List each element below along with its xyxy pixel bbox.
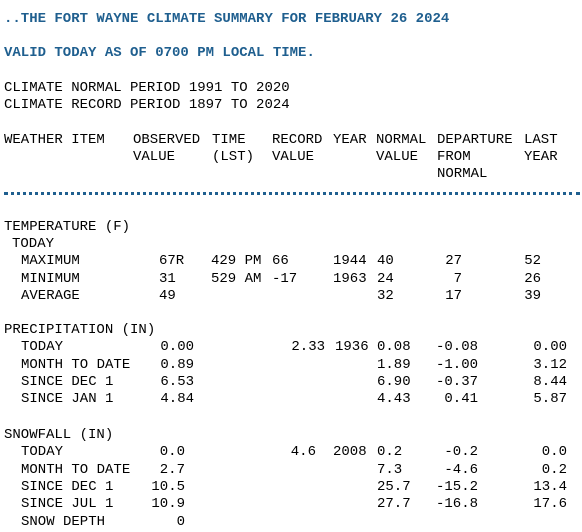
column-header: YEAR: [333, 132, 367, 148]
observed-value: 6.53: [160, 373, 194, 390]
column-header: VALUE: [376, 149, 419, 165]
column-header: RECORD: [272, 132, 323, 148]
column-header: VALUE: [272, 149, 315, 165]
record-value: -17: [272, 270, 298, 287]
normal-value: 25.7: [377, 478, 411, 495]
record-value: 66: [272, 253, 289, 270]
departure-value: 17: [445, 287, 462, 304]
observed-value: 0: [176, 513, 185, 530]
last-value: 17.6: [533, 496, 567, 513]
column-header: LAST: [524, 132, 558, 148]
weather-item: MAXIMUM: [21, 253, 80, 270]
weather-item: SINCE JUL 1: [21, 496, 114, 513]
last-value: 0.2: [541, 461, 567, 478]
record-value: 2.33: [291, 339, 325, 356]
normal-value: 0.08: [377, 339, 411, 356]
normal-value: 24: [377, 270, 394, 287]
last-value: 39: [524, 287, 541, 304]
column-header: TIME: [212, 132, 246, 148]
time-value: 529 AM: [211, 270, 262, 287]
normal-value: 0.2: [377, 444, 403, 461]
weather-item: SNOW DEPTH: [21, 513, 106, 530]
column-header: NORMAL: [437, 166, 488, 182]
year-value: 1944: [333, 253, 367, 270]
last-value: 13.4: [533, 478, 567, 495]
departure-value: 0.41: [444, 391, 478, 408]
last-value: 52: [524, 253, 541, 270]
column-header: FROM: [437, 149, 471, 165]
observed-value: 10.5: [151, 478, 185, 495]
weather-item: TODAY: [21, 444, 64, 461]
last-value: 0.0: [541, 444, 567, 461]
column-header: (LST): [212, 149, 255, 165]
observed-value: 4.84: [160, 391, 194, 408]
period-line: CLIMATE NORMAL PERIOD 1991 TO 2020: [4, 80, 290, 96]
column-header: OBSERVED: [133, 132, 201, 148]
column-header: WEATHER ITEM: [4, 132, 105, 148]
observed-value: 0.89: [160, 356, 194, 373]
last-value: 3.12: [533, 356, 567, 373]
weather-item: SINCE DEC 1: [21, 373, 114, 390]
weather-item: SINCE DEC 1: [21, 478, 114, 495]
separator: [4, 192, 580, 195]
year-value: 2008: [333, 444, 367, 461]
column-header: VALUE: [133, 149, 176, 165]
normal-value: 6.90: [377, 373, 411, 390]
last-value: 0.00: [533, 339, 567, 356]
column-header: YEAR: [524, 149, 558, 165]
valid-time: VALID TODAY AS OF 0700 PM LOCAL TIME.: [4, 45, 315, 61]
record-value: 4.6: [290, 444, 316, 461]
observed-value: 10.9: [151, 496, 185, 513]
departure-value: -0.37: [435, 373, 478, 390]
departure-value: 27: [445, 253, 462, 270]
departure-value: -0.2: [444, 444, 478, 461]
last-value: 8.44: [533, 373, 567, 390]
normal-value: 7.3: [377, 461, 403, 478]
section-title: SNOWFALL (IN): [4, 427, 114, 443]
observed-value: 0.0: [159, 444, 185, 461]
normal-value: 40: [377, 253, 394, 270]
observed-value: 31: [159, 270, 176, 287]
section-subtitle: TODAY: [12, 236, 55, 252]
observed-value: 67R: [159, 253, 185, 270]
weather-item: MONTH TO DATE: [21, 356, 131, 373]
normal-value: 4.43: [377, 391, 411, 408]
departure-value: -0.08: [435, 339, 478, 356]
departure-value: -15.2: [435, 478, 478, 495]
normal-value: 32: [377, 287, 394, 304]
observed-value: 0.00: [160, 339, 194, 356]
last-value: 26: [524, 270, 541, 287]
departure-value: -16.8: [435, 496, 478, 513]
departure-value: 7: [453, 270, 462, 287]
normal-value: 27.7: [377, 496, 411, 513]
observed-value: 49: [159, 287, 176, 304]
time-value: 429 PM: [211, 253, 262, 270]
report-title: ..THE FORT WAYNE CLIMATE SUMMARY FOR FEB…: [4, 11, 450, 27]
year-value: 1963: [333, 270, 367, 287]
weather-item: MONTH TO DATE: [21, 461, 131, 478]
period-line: CLIMATE RECORD PERIOD 1897 TO 2024: [4, 97, 290, 113]
year-value: 1936: [335, 339, 369, 356]
weather-item: AVERAGE: [21, 287, 80, 304]
column-header: NORMAL: [376, 132, 427, 148]
departure-value: -4.6: [444, 461, 478, 478]
departure-value: -1.00: [435, 356, 478, 373]
section-title: PRECIPITATION (IN): [4, 322, 156, 338]
weather-item: MINIMUM: [21, 270, 80, 287]
observed-value: 2.7: [159, 461, 185, 478]
weather-item: TODAY: [21, 339, 64, 356]
weather-item: SINCE JAN 1: [21, 391, 114, 408]
normal-value: 1.89: [377, 356, 411, 373]
last-value: 5.87: [533, 391, 567, 408]
column-header: DEPARTURE: [437, 132, 513, 148]
section-title: TEMPERATURE (F): [4, 219, 131, 235]
